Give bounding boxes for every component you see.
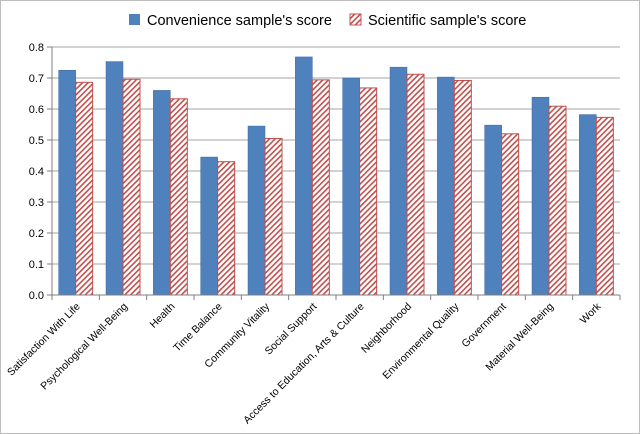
x-tick-label: Government bbox=[459, 301, 508, 350]
y-tick-label: 0.6 bbox=[29, 104, 44, 116]
bar-scientific bbox=[122, 78, 141, 296]
bar-scientific bbox=[264, 137, 283, 296]
bar-scientific bbox=[217, 161, 236, 296]
bar-scientific bbox=[453, 79, 472, 296]
y-tick-label: 0.8 bbox=[29, 42, 44, 54]
bar-convenience bbox=[531, 96, 550, 296]
bar-convenience bbox=[295, 56, 313, 296]
y-tick-label: 0.0 bbox=[29, 290, 44, 302]
x-tick-label: Work bbox=[578, 300, 604, 326]
bar-scientific bbox=[501, 133, 520, 296]
legend-swatch-convenience bbox=[129, 14, 140, 25]
bar-scientific bbox=[169, 98, 188, 296]
bar-convenience bbox=[200, 156, 218, 296]
legend-label-scientific: Scientific sample's score bbox=[368, 13, 526, 29]
bar-convenience bbox=[58, 70, 76, 296]
bar-convenience bbox=[153, 90, 171, 296]
y-tick-label: 0.1 bbox=[29, 259, 44, 271]
bar-convenience bbox=[389, 66, 408, 296]
bar-scientific bbox=[359, 87, 378, 296]
legend-label-convenience: Convenience sample's score bbox=[147, 13, 332, 29]
bar-scientific bbox=[311, 79, 330, 296]
bar-scientific bbox=[406, 73, 425, 296]
bar-convenience bbox=[247, 125, 266, 296]
bars bbox=[58, 56, 614, 296]
bar-scientific bbox=[595, 116, 614, 296]
y-tick-label: 0.3 bbox=[29, 197, 44, 209]
gridlines bbox=[52, 46, 620, 265]
bar-convenience bbox=[105, 61, 124, 296]
bar-convenience bbox=[579, 114, 597, 296]
y-tick-label: 0.7 bbox=[29, 73, 44, 85]
bar-scientific bbox=[75, 81, 94, 296]
x-tick-label: Health bbox=[148, 301, 178, 331]
bar-convenience bbox=[484, 124, 502, 296]
y-tick-label: 0.4 bbox=[29, 166, 44, 178]
bar-scientific bbox=[548, 105, 567, 296]
legend-swatch-scientific bbox=[349, 13, 362, 26]
legend: Convenience sample's score Scientific sa… bbox=[129, 13, 526, 29]
bar-convenience bbox=[437, 76, 455, 296]
y-tick-label: 0.5 bbox=[29, 135, 44, 147]
bar-convenience bbox=[342, 77, 360, 296]
x-tick-label: Psychological Well-Being bbox=[38, 301, 130, 393]
y-tick-label: 0.2 bbox=[29, 228, 44, 240]
